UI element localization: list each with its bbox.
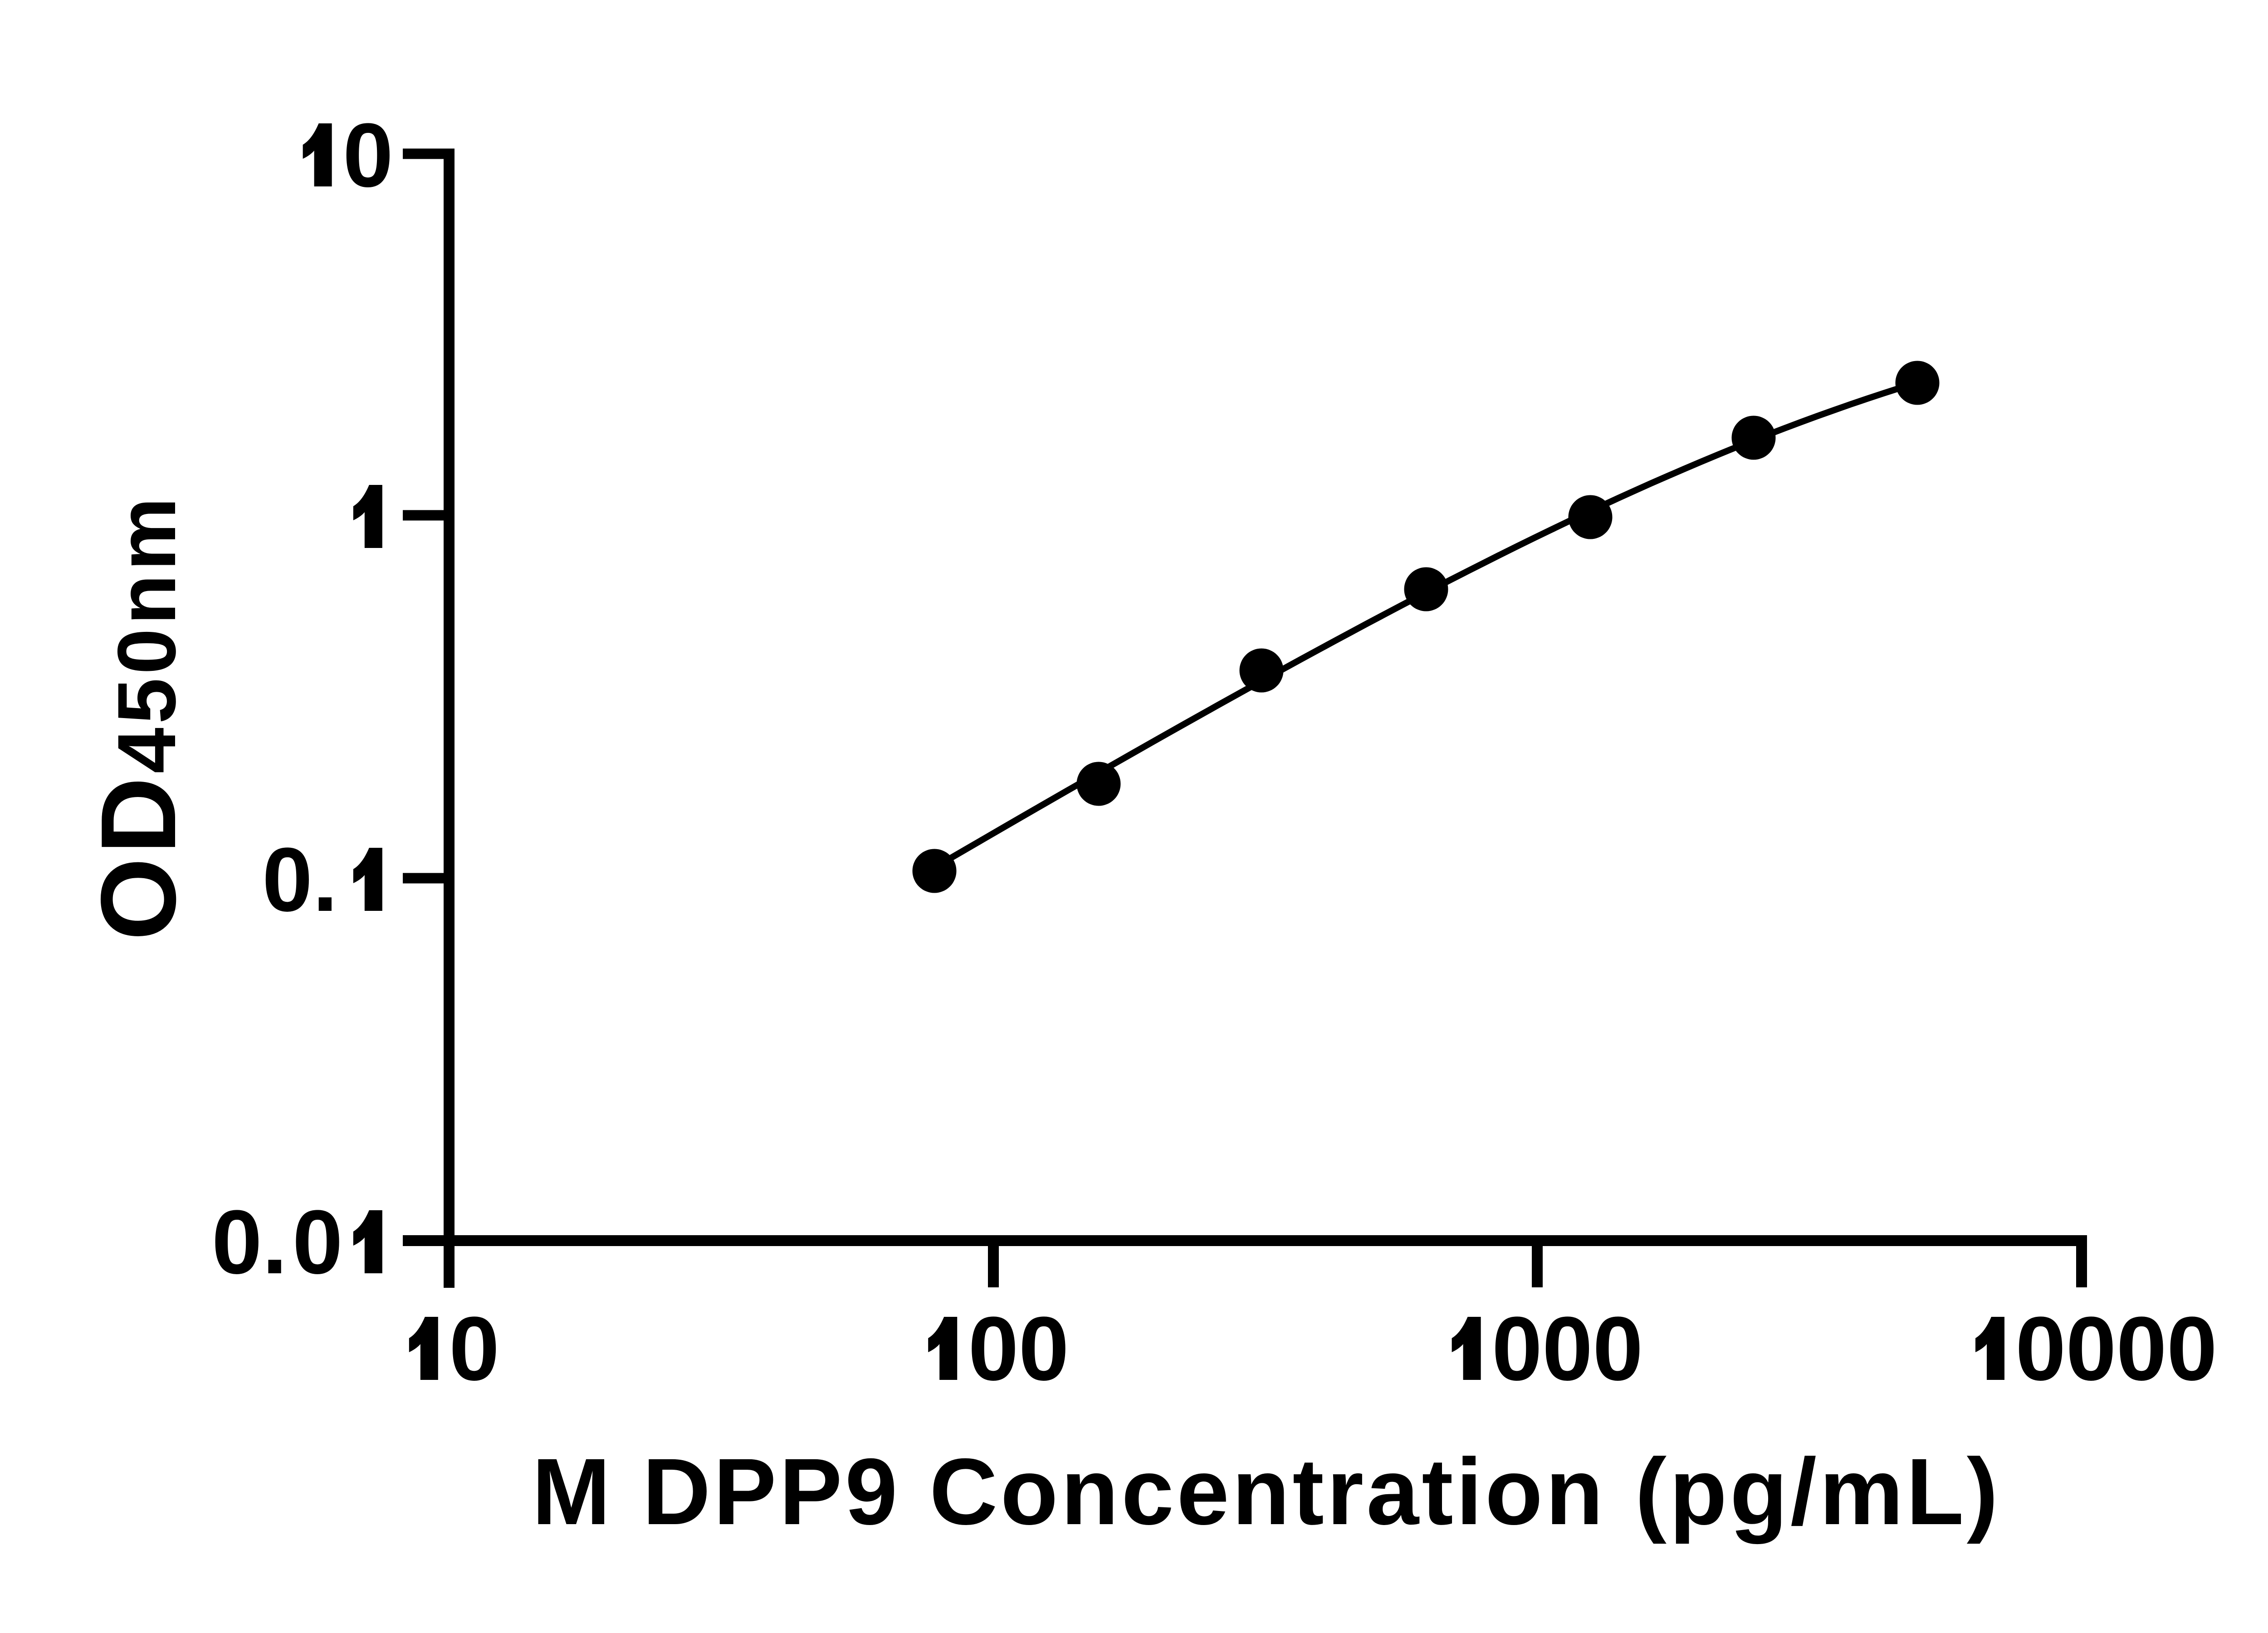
- svg-text:0: 0: [1542, 1298, 1593, 1399]
- svg-text:0: 0: [1492, 1298, 1542, 1399]
- svg-text:0: 0: [2116, 1298, 2167, 1399]
- svg-text:0: 0: [212, 1192, 262, 1293]
- svg-text:0: 0: [2167, 1298, 2217, 1399]
- svg-text:0: 0: [2066, 1298, 2116, 1399]
- svg-text:OD450nm: OD450nm: [78, 494, 198, 940]
- svg-text:0: 0: [1019, 1298, 1069, 1399]
- svg-text:.: .: [262, 1192, 288, 1293]
- svg-text:M DPP9 Concentration (pg/mL): M DPP9 Concentration (pg/mL): [532, 1439, 2001, 1545]
- svg-text:0: 0: [343, 105, 393, 206]
- svg-text:0: 0: [293, 1192, 343, 1293]
- svg-text:0: 0: [262, 829, 313, 930]
- svg-text:0: 0: [1593, 1298, 1643, 1399]
- svg-text:.: .: [313, 829, 338, 930]
- svg-text:0: 0: [449, 1298, 499, 1399]
- svg-text:0: 0: [2015, 1298, 2066, 1399]
- svg-text:0: 0: [968, 1298, 1018, 1399]
